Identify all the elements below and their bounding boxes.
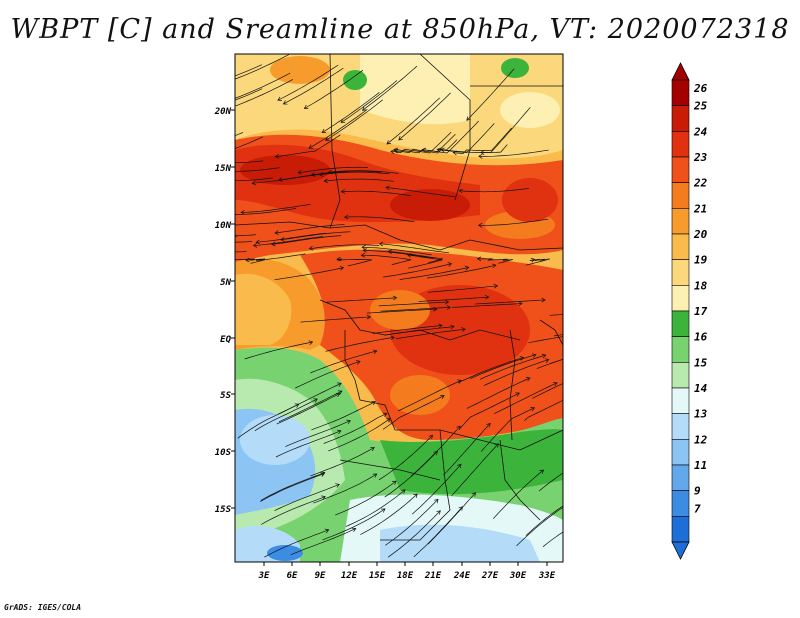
colorbar-label: 15 [694,356,708,369]
colorbar: 26 25 24 23 22 21 20 19 18 17 16 15 14 13 12 11 9 7 [671,62,708,560]
colorbar-label: 7 [694,502,701,515]
colorbar-swatch [671,208,690,235]
colorbar-label: 22 [693,177,708,190]
country-borders [235,54,563,541]
lon-label: 3E [258,571,270,581]
colorbar-label: 13 [694,408,708,421]
colorbar-swatch [671,105,690,132]
colorbar-label: 20 [693,228,708,241]
lat-label: 15N [215,164,232,174]
colorbar-label: 9 [694,485,701,498]
colorbar-label: 26 [693,82,708,95]
colorbar-swatch [671,233,690,260]
colorbar-swatch [671,79,690,106]
latitude-axis: 20N 15N 10N 5N EQ 5S 10S 15S [214,107,232,515]
colorbar-cap-bottom [671,541,690,560]
colorbar-label: 25 [693,100,708,113]
lon-label: 12E [341,571,358,581]
streamlines [235,54,563,558]
colorbar-label: 18 [694,279,708,292]
colorbar-swatch [671,362,690,389]
colorbar-swatch [671,439,690,466]
lat-label: 15S [215,505,232,515]
lon-label: 15E [369,571,386,581]
longitude-axis: 3E 6E 9E 12E 15E 18E 21E 24E 27E 30E 33E [258,571,556,581]
colorbar-swatch [671,182,690,209]
axis-ticks [231,109,548,566]
lon-label: 33E [538,571,556,581]
lon-label: 30E [509,571,527,581]
colorbar-label: 11 [694,459,707,472]
lon-label: 24E [453,571,471,581]
colorbar-label: 23 [693,151,708,164]
colorbar-swatch [671,131,690,158]
lon-label: 9E [315,571,326,581]
colorbar-swatch [671,516,690,543]
lon-label: 21E [424,571,442,581]
wbpt-field [235,54,563,562]
lat-label: 20N [214,107,232,117]
lat-label: EQ [220,335,231,345]
lon-label: 27E [481,571,499,581]
colorbar-cap-top [671,62,690,81]
colorbar-swatch [671,336,690,363]
colorbar-label: 14 [694,382,708,395]
colorbar-label: 24 [693,125,708,138]
grads-credit: GrADS: IGES/COLA [4,603,82,612]
colorbar-swatch [671,387,690,414]
lon-label: 6E [287,571,298,581]
colorbar-swatch [671,285,690,312]
colorbar-swatch [671,310,690,337]
lon-label: 18E [397,571,414,581]
colorbar-swatch [671,156,690,183]
colorbar-swatch [671,413,690,440]
lat-label: 5S [220,391,231,401]
colorbar-swatch [671,464,690,491]
lat-label: 10N [215,221,232,231]
lat-label: 5N [220,278,231,288]
colorbar-label: 12 [694,433,708,446]
colorbar-swatch [671,259,690,286]
colorbar-label: 21 [693,202,707,215]
colorbar-label: 19 [694,254,708,267]
colorbar-label: 17 [694,305,708,318]
map-frame [234,53,564,563]
lat-label: 10S [215,448,232,458]
chart-title: WBPT [C] and Sreamline at 850hPa, VT: 20… [10,14,790,45]
colorbar-swatch [671,490,690,517]
colorbar-label: 16 [694,331,708,344]
